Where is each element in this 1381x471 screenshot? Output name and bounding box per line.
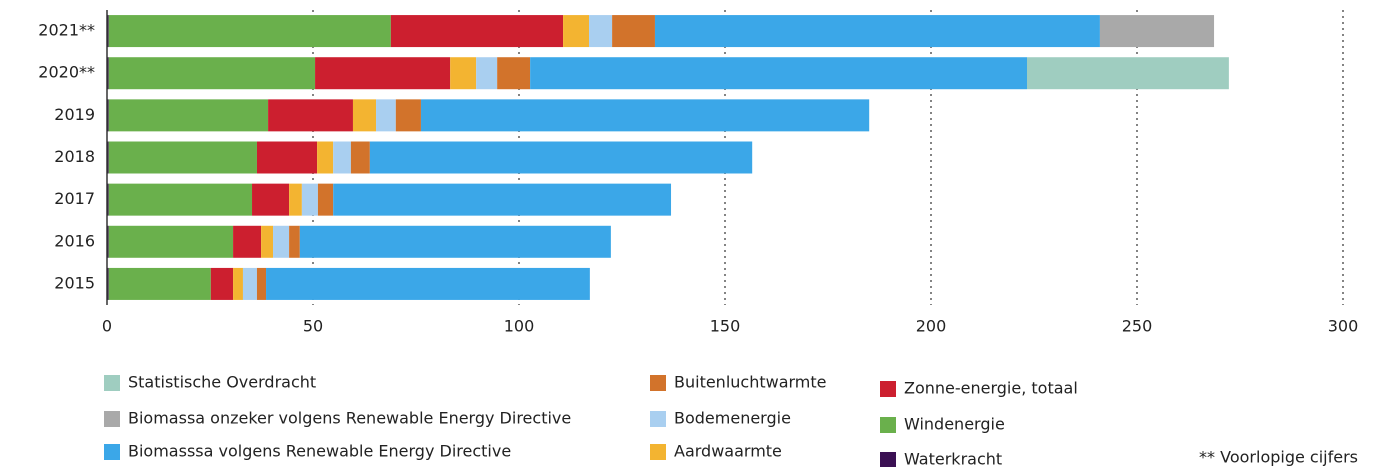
legend-swatch	[650, 444, 666, 460]
bar-segment	[1099, 15, 1215, 48]
bar-segment	[315, 57, 451, 90]
bar-segment	[256, 141, 318, 174]
legend-label: Biomasssa volgens Renewable Energy Direc…	[128, 442, 511, 461]
bar-segment	[317, 183, 334, 216]
bar-segment	[242, 267, 257, 300]
bar-segment	[376, 99, 396, 132]
bar-segment	[108, 141, 257, 174]
bar-segment	[256, 267, 267, 300]
bar-segment	[210, 267, 234, 300]
bar-segment	[107, 267, 109, 300]
legend-swatch	[104, 444, 120, 460]
y-tick-label: 2021**	[38, 21, 95, 40]
legend-swatch	[880, 381, 896, 397]
legend-swatch	[650, 375, 666, 391]
bar-segment	[108, 15, 391, 48]
legend-swatch	[104, 375, 120, 391]
bar-segment	[107, 99, 109, 132]
y-tick-label: 2018	[54, 147, 95, 166]
bar-segment	[350, 141, 370, 174]
bar-segment	[107, 15, 109, 48]
bar-segment	[108, 225, 234, 258]
bar-segment	[261, 225, 274, 258]
x-tick-label: 200	[916, 317, 947, 336]
legend-label: Biomassa onzeker volgens Renewable Energ…	[128, 409, 571, 428]
note: ** Voorlopige cijfers	[1199, 448, 1358, 467]
bar-segment	[108, 267, 211, 300]
bar-segment	[563, 15, 590, 48]
bar-segment	[352, 99, 377, 132]
bar-segment	[612, 15, 655, 48]
bar-segment	[289, 225, 300, 258]
bar-segment	[108, 57, 316, 90]
y-tick-label: 2020**	[38, 63, 95, 82]
legend-label: Bodemenergie	[674, 409, 791, 428]
bar-segment	[268, 99, 353, 132]
legend-swatch	[880, 452, 896, 468]
legend-label: Aardwaarmte	[674, 442, 782, 461]
legend-swatch	[104, 411, 120, 427]
y-tick-label: 2016	[54, 231, 95, 250]
bar-segment	[654, 15, 1100, 48]
bar-segment	[476, 57, 498, 90]
bar-segment	[289, 183, 302, 216]
bar-segment	[108, 183, 253, 216]
y-tick-label: 2019	[54, 105, 95, 124]
bar-segment	[301, 183, 318, 216]
x-tick-label: 50	[303, 317, 323, 336]
bar-segment	[107, 183, 109, 216]
bar-segment	[497, 57, 531, 90]
x-tick-label: 0	[102, 317, 112, 336]
y-tick-label: 2017	[54, 189, 95, 208]
bar-segment	[233, 267, 243, 300]
bar-segment	[107, 225, 109, 258]
bar-segment	[107, 141, 109, 174]
bar-segment	[395, 99, 421, 132]
bar-segment	[273, 225, 290, 258]
x-tick-label: 300	[1328, 317, 1359, 336]
x-tick-label: 100	[504, 317, 535, 336]
y-tick-label: 2015	[54, 273, 95, 292]
x-tick-label: 150	[710, 317, 741, 336]
bar-segment	[589, 15, 613, 48]
bar-segment	[420, 99, 870, 132]
bar-segment	[107, 57, 109, 90]
bar-segment	[108, 99, 269, 132]
legend-swatch	[650, 411, 666, 427]
legend-swatch	[880, 417, 896, 433]
bar-segment	[317, 141, 334, 174]
bar-segment	[233, 225, 262, 258]
bar-segment	[333, 183, 672, 216]
x-tick-label: 250	[1122, 317, 1153, 336]
legend-label: Waterkracht	[904, 450, 1002, 468]
bar-segment	[299, 225, 611, 258]
legend-label: Zonne-energie, totaal	[904, 379, 1078, 398]
bar-segment	[390, 15, 564, 48]
legend-label: Statistische Overdracht	[128, 373, 316, 392]
bar-segment	[266, 267, 590, 300]
legend-label: Buitenluchtwarmte	[674, 373, 827, 392]
bar-segment	[530, 57, 1027, 90]
bar-segment	[369, 141, 753, 174]
legend-label: Windenergie	[904, 415, 1005, 434]
bar-segment	[333, 141, 351, 174]
bar-segment	[450, 57, 477, 90]
bar-segment	[252, 183, 290, 216]
bar-segment	[1026, 57, 1229, 90]
